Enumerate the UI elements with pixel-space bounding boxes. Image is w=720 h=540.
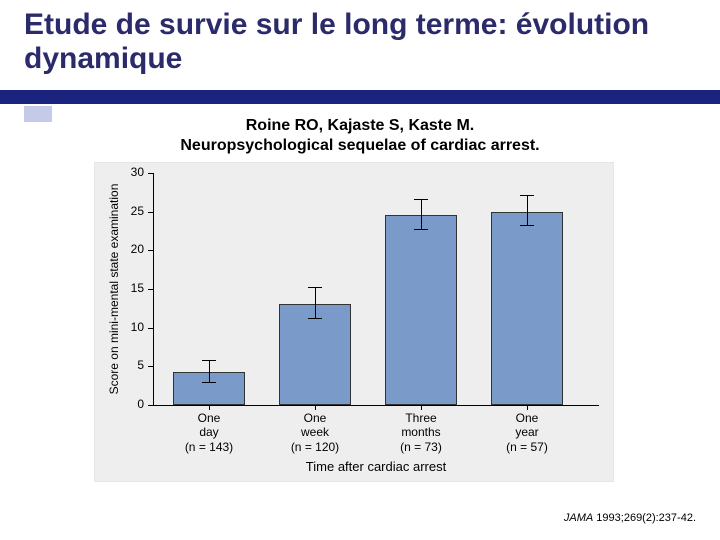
error-cap-top <box>520 195 534 196</box>
bar <box>385 215 457 405</box>
x-tick-label: Oneyear(n = 57) <box>481 411 573 454</box>
x-axis <box>153 405 599 406</box>
y-tick <box>148 250 153 251</box>
y-tick-label: 10 <box>118 320 144 334</box>
y-tick-label: 25 <box>118 204 144 218</box>
y-tick <box>148 405 153 406</box>
error-cap-bottom <box>520 225 534 226</box>
y-axis <box>153 173 154 405</box>
bar <box>279 304 351 405</box>
x-tick <box>315 405 316 410</box>
subtitle-line2: Neuropsychological sequelae of cardiac a… <box>180 137 539 154</box>
error-bar <box>315 287 316 318</box>
chart: Score on mini-mental state examination T… <box>94 162 614 482</box>
error-bar <box>209 360 210 382</box>
y-tick-label: 30 <box>118 165 144 179</box>
slide-title: Etude de survie sur le long terme: évolu… <box>24 8 696 75</box>
x-tick-label: Threemonths(n = 73) <box>375 411 467 454</box>
error-cap-bottom <box>414 229 428 230</box>
y-tick <box>148 289 153 290</box>
x-tick-label: Oneday(n = 143) <box>163 411 255 454</box>
x-tick <box>209 405 210 410</box>
y-tick-label: 5 <box>118 358 144 372</box>
error-cap-top <box>308 287 322 288</box>
error-cap-bottom <box>202 382 216 383</box>
y-tick-label: 20 <box>118 242 144 256</box>
y-tick-label: 15 <box>118 281 144 295</box>
bar <box>491 212 563 405</box>
x-tick <box>421 405 422 410</box>
x-tick-label: Oneweek(n = 120) <box>269 411 361 454</box>
error-bar <box>527 195 528 224</box>
y-tick <box>148 328 153 329</box>
subtitle-line1: Roine RO, Kajaste S, Kaste M. <box>246 117 475 134</box>
y-tick <box>148 212 153 213</box>
citation: JAMA 1993;269(2):237-42. <box>564 512 696 524</box>
subtitle: Roine RO, Kajaste S, Kaste M. Neuropsych… <box>0 116 720 156</box>
y-tick-label: 0 <box>118 397 144 411</box>
citation-rest: 1993;269(2):237-42. <box>593 512 696 524</box>
y-tick <box>148 366 153 367</box>
x-axis-title: Time after cardiac arrest <box>153 459 599 474</box>
error-cap-top <box>202 360 216 361</box>
x-tick <box>527 405 528 410</box>
citation-journal: JAMA <box>564 512 593 524</box>
y-tick <box>148 173 153 174</box>
error-cap-bottom <box>308 318 322 319</box>
error-bar <box>421 199 422 229</box>
error-cap-top <box>414 199 428 200</box>
title-underline <box>0 90 720 104</box>
